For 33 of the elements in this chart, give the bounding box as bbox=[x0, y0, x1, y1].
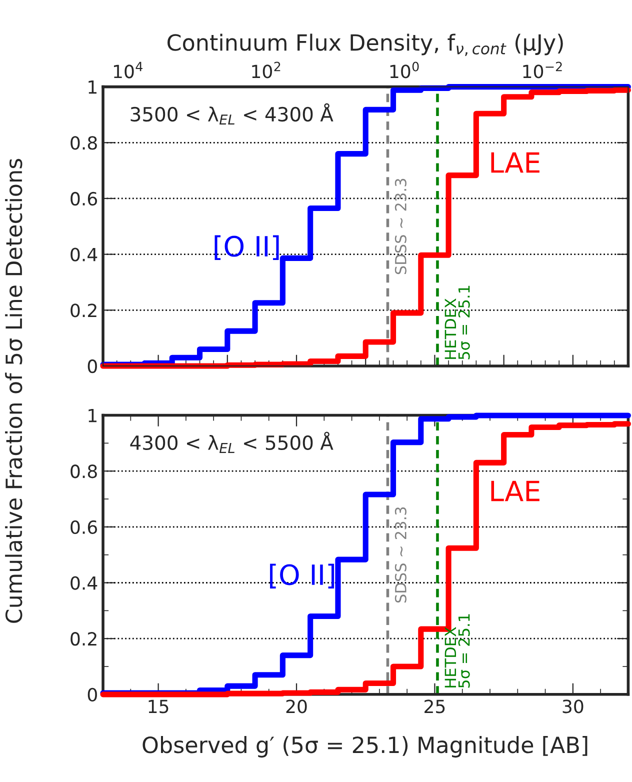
x2-axis-title: Continuum Flux Density, f$_{ν,cont}$ (μJy) bbox=[168, 34, 563, 56]
y-tick-label: 0.4 bbox=[70, 576, 98, 590]
x-tick-label: 20 bbox=[286, 700, 307, 714]
annotation: 3500 < λ$_{EL}$ < 4300 Å bbox=[130, 103, 334, 125]
y-tick-label: 0.6 bbox=[70, 520, 98, 534]
y-tick-label: 0.8 bbox=[70, 136, 97, 150]
y-tick-label: 1 bbox=[88, 408, 96, 422]
x-axis-title: Observed g′ (5σ = 25.1) Magnitude [AB] bbox=[142, 736, 588, 758]
series-label: LAE bbox=[491, 480, 540, 502]
series-label: [O II] bbox=[214, 235, 279, 260]
ref-line-label: HETDEX 5σ = 25.1 bbox=[444, 286, 470, 360]
y-tick-label: 0 bbox=[88, 359, 97, 374]
ref-line-label: SDSS ∼ 23.3 bbox=[394, 507, 406, 603]
y-tick-label: 1 bbox=[88, 80, 96, 94]
x-tick-label: 15 bbox=[148, 700, 168, 714]
y-tick-label: 0.2 bbox=[70, 632, 96, 646]
y-axis-title: Cumulative Fraction of 5σ Line Detections bbox=[5, 158, 22, 623]
y-tick-label: 0.6 bbox=[70, 192, 98, 206]
ref-line-label: HETDEX 5σ = 25.1 bbox=[444, 614, 470, 688]
ref-line-label: SDSS ∼ 23.3 bbox=[394, 178, 406, 274]
y-tick-label: 0 bbox=[88, 688, 97, 702]
y-tick-label: 0.8 bbox=[70, 464, 97, 478]
x-tick-label: 25 bbox=[424, 700, 445, 714]
y-tick-label: 0.2 bbox=[70, 304, 96, 318]
x2-tick-label: 10$^{4}$ bbox=[114, 62, 142, 78]
x-tick-label: 30 bbox=[562, 700, 584, 714]
x2-tick-label: 10$^{−2}$ bbox=[523, 62, 562, 78]
annotation: 4300 < λ$_{EL}$ < 5500 Å bbox=[130, 432, 334, 453]
x2-tick-label: 10$^{2}$ bbox=[252, 62, 280, 78]
y-tick-label: 0.4 bbox=[70, 248, 98, 262]
series-label: [O II] bbox=[270, 564, 334, 588]
x2-tick-label: 10$^{0}$ bbox=[390, 62, 419, 78]
series-label: LAE bbox=[491, 152, 540, 173]
